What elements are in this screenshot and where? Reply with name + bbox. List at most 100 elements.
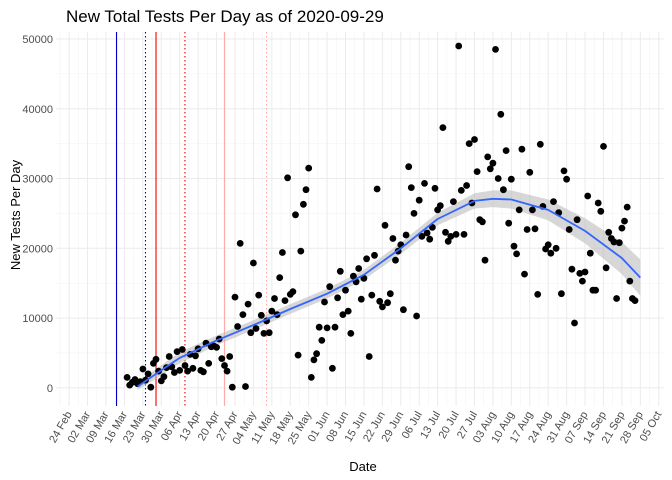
data-point: [594, 199, 602, 207]
data-point: [218, 355, 226, 362]
data-point: [176, 367, 184, 374]
data-point: [294, 351, 302, 359]
data-point: [371, 251, 378, 259]
data-point: [581, 268, 589, 276]
data-point: [550, 198, 557, 206]
data-point: [379, 303, 386, 311]
data-point: [602, 264, 610, 272]
data-point: [221, 362, 228, 369]
data-point: [502, 147, 510, 155]
data-point: [305, 164, 313, 172]
data-points: [123, 42, 639, 391]
data-point: [205, 360, 213, 367]
data-point: [257, 311, 265, 319]
data-point: [518, 145, 526, 153]
data-point: [600, 143, 607, 150]
data-point: [276, 274, 284, 281]
data-point: [415, 196, 423, 204]
data-point: [450, 198, 457, 206]
data-point: [552, 244, 560, 252]
data-point: [558, 290, 565, 298]
data-point: [329, 364, 336, 372]
data-point: [223, 367, 231, 375]
data-point: [513, 250, 520, 258]
data-point: [281, 297, 289, 304]
data-point: [426, 235, 434, 243]
data-point: [615, 239, 623, 247]
data-point: [389, 235, 397, 242]
data-point: [376, 297, 384, 305]
data-point: [160, 373, 168, 381]
data-point: [350, 272, 357, 280]
data-point: [563, 175, 570, 183]
data-point: [147, 383, 155, 391]
data-point: [573, 216, 581, 224]
data-point: [531, 225, 539, 233]
data-point: [171, 369, 178, 376]
data-point: [400, 306, 407, 314]
trend-line-path: [137, 197, 641, 388]
data-point: [373, 185, 381, 193]
data-point: [260, 330, 268, 337]
data-point: [284, 174, 291, 182]
data-point: [323, 324, 331, 332]
data-point: [289, 288, 297, 295]
data-point: [392, 256, 399, 264]
data-point: [178, 346, 186, 353]
data-point: [486, 165, 494, 173]
data-point: [436, 202, 444, 210]
data-point: [334, 294, 341, 302]
data-point: [236, 240, 244, 247]
data-point: [473, 168, 481, 176]
data-point: [357, 295, 365, 303]
data-point: [439, 124, 447, 131]
data-point: [418, 233, 426, 240]
data-point: [231, 293, 239, 301]
data-point: [331, 323, 339, 331]
data-point: [457, 187, 465, 194]
data-point: [192, 352, 199, 360]
data-point: [255, 291, 263, 299]
data-point: [310, 356, 318, 364]
data-point: [300, 200, 307, 208]
data-point: [365, 353, 373, 360]
data-point: [315, 323, 323, 331]
data-point: [252, 325, 260, 332]
data-point: [279, 249, 286, 256]
data-point: [297, 247, 305, 255]
data-point: [339, 311, 347, 318]
data-point: [423, 229, 431, 237]
data-point: [307, 374, 315, 381]
data-point: [268, 307, 276, 315]
data-point: [402, 231, 410, 239]
data-point: [368, 291, 376, 299]
data-point: [173, 348, 181, 355]
data-point: [534, 291, 542, 298]
data-point: [479, 218, 486, 226]
data-point: [586, 249, 594, 257]
data-point: [302, 186, 310, 194]
y-axis-title: New Tests Per Day: [8, 159, 23, 270]
data-point: [384, 299, 391, 307]
data-point: [597, 207, 605, 215]
data-point: [484, 153, 492, 161]
y-tick-label: 40000: [22, 104, 53, 116]
data-point: [318, 337, 326, 344]
data-point: [605, 228, 613, 236]
data-point: [250, 259, 257, 267]
data-point: [313, 350, 320, 358]
data-point: [342, 286, 349, 294]
data-point: [621, 217, 628, 225]
data-point: [244, 300, 252, 308]
data-point: [429, 224, 436, 231]
data-point: [363, 255, 370, 263]
data-point: [336, 267, 344, 275]
data-point: [447, 233, 455, 240]
trend-line: [137, 197, 641, 388]
data-point: [529, 206, 536, 214]
data-point: [226, 353, 234, 360]
data-point: [584, 192, 592, 200]
data-point: [139, 365, 147, 373]
